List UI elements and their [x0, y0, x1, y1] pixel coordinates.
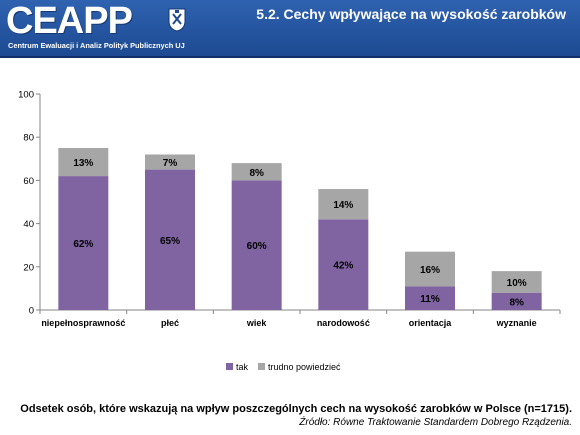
chart-x-labels: niepełnosprawność płeć wiek narodowość orien… [41, 318, 536, 328]
logo: CEAPP Centrum Ewaluacji i Analiz Polityk… [6, 0, 192, 52]
category-label: płeć [161, 318, 179, 328]
category-label: wyznanie [496, 318, 537, 328]
stacked-bar-chart: 0 20 40 60 80 100 62% 13% 65% 7% 60% 8% 42% 14% 11% 16… [18, 90, 561, 372]
data-label-tak: 62% [73, 239, 93, 250]
bar-trudno [231, 163, 282, 181]
data-label-tak: 8% [509, 297, 524, 308]
bar-tak [58, 176, 109, 310]
data-label-trudno: 10% [507, 278, 527, 289]
data-label-tak: 60% [247, 241, 267, 252]
data-label-tak: 65% [160, 236, 180, 247]
bar-tak [491, 292, 542, 310]
bar-trudno [491, 271, 542, 293]
bar-tak [145, 169, 195, 310]
data-label-trudno: 14% [333, 200, 353, 211]
bar-tak [231, 180, 282, 310]
data-label-trudno: 16% [420, 265, 440, 276]
bar-tak [318, 219, 369, 310]
header-banner: CEAPP Centrum Ewaluacji i Analiz Polityk… [0, 0, 580, 58]
source-note: Źródło: Równe Traktowanie Standardem Dob… [299, 417, 572, 428]
legend-label-tak: tak [236, 362, 249, 372]
chart-axes: 0 20 40 60 80 100 [18, 90, 561, 317]
chart-legend: tak trudno powiedzieć [226, 362, 341, 372]
logo-text: CEAPP [6, 0, 133, 42]
category-label: orientacja [409, 318, 453, 328]
chart-caption: Odsetek osób, które wskazują na wpływ po… [20, 403, 572, 415]
bar-trudno [145, 154, 195, 170]
data-label-trudno: 8% [249, 168, 264, 179]
y-tick-label: 80 [23, 133, 34, 144]
logo-subtitle: Centrum Ewaluacji i Analiz Polityk Publi… [8, 41, 185, 50]
legend-swatch-trudno [258, 363, 265, 370]
legend-label-trudno: trudno powiedzieć [268, 362, 341, 372]
page-title: 5.2. Cechy wpływające na wysokość zarobk… [256, 6, 566, 22]
chart-bars: 62% 13% 65% 7% 60% 8% 42% 14% 11% 16% 8% 10% [58, 148, 542, 310]
category-label: wiek [246, 318, 268, 328]
category-label: narodowość [317, 318, 370, 328]
bar-trudno [405, 251, 455, 287]
crest-icon [168, 8, 186, 32]
legend-swatch-tak [226, 363, 233, 370]
y-tick-label: 100 [18, 90, 34, 101]
data-label-tak: 11% [420, 294, 440, 305]
bar-trudno [58, 148, 109, 177]
data-label-tak: 42% [333, 261, 353, 272]
data-label-trudno: 13% [73, 158, 93, 169]
data-label-trudno: 7% [163, 158, 178, 169]
bar-trudno [318, 189, 369, 220]
y-tick-label: 40 [23, 219, 34, 230]
y-tick-label: 60 [23, 176, 34, 187]
bar-tak [405, 286, 455, 310]
y-tick-label: 0 [29, 306, 34, 317]
category-label: niepełnosprawność [41, 318, 125, 328]
y-tick-label: 20 [23, 262, 34, 273]
